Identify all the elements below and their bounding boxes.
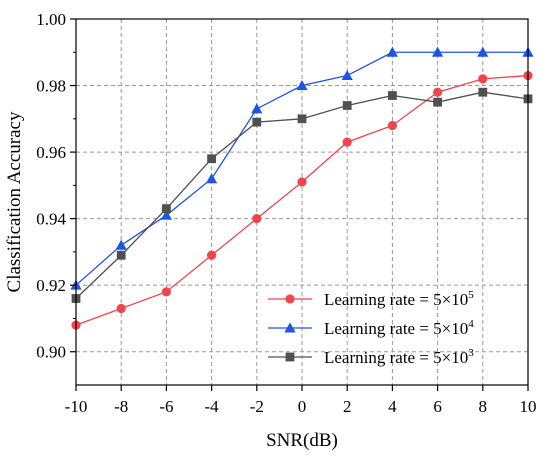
legend-label: Learning rate = 5×104 <box>324 318 474 338</box>
x-tick-label: -6 <box>159 397 173 416</box>
data-point <box>206 173 218 184</box>
data-point <box>478 74 488 84</box>
y-axis-title: Classification Accuracy <box>4 111 25 292</box>
data-point <box>296 79 308 91</box>
y-tick-label: 1.00 <box>36 10 66 29</box>
y-tick-label: 0.94 <box>36 210 66 229</box>
legend-marker <box>285 352 295 362</box>
tick-labels: -10 -8 -6 -4 -2 0 2 4 6 8 10 0.90 0.92 0.94 0.96 0.98 1.… <box>36 10 536 416</box>
data-point <box>432 46 444 57</box>
data-point <box>116 250 126 260</box>
y-tick-label: 0.96 <box>36 143 66 162</box>
data-point <box>341 69 353 81</box>
legend-label-exponent: 3 <box>468 347 474 359</box>
data-point <box>160 209 172 220</box>
ticks <box>70 18 529 391</box>
legend-label: Learning rate = 5×105 <box>324 289 474 309</box>
data-point <box>115 239 127 250</box>
legend-marker <box>285 294 295 304</box>
legend-label: Learning rate = 5×103 <box>324 347 474 367</box>
data-point <box>297 177 307 187</box>
data-point <box>386 46 398 57</box>
legend-marker <box>284 322 296 333</box>
legend-label-text: Learning rate = 5×10 <box>324 348 468 367</box>
data-point <box>252 214 262 224</box>
y-tick-label: 0.92 <box>36 276 66 295</box>
x-axis-title: SNR(dB) <box>266 430 338 451</box>
x-tick-label: 8 <box>479 397 488 416</box>
data-point <box>477 46 489 57</box>
legend-label-text: Learning rate = 5×10 <box>324 319 468 338</box>
x-tick-label: 4 <box>388 397 397 416</box>
data-point <box>252 117 262 127</box>
legend-label-exponent: 5 <box>468 289 474 301</box>
data-point <box>251 103 263 114</box>
data-point <box>162 204 171 214</box>
data-point <box>342 137 352 147</box>
data-point <box>387 120 397 131</box>
legend-label-text: Learning rate = 5×10 <box>324 290 468 309</box>
x-tick-label: 0 <box>298 397 307 416</box>
x-tick-label: -10 <box>65 397 88 416</box>
y-tick-label: 0.98 <box>36 77 66 96</box>
data-point <box>478 87 488 97</box>
data-point <box>161 287 171 297</box>
x-tick-label: -4 <box>205 397 220 416</box>
data-point <box>388 91 397 100</box>
data-point <box>207 154 216 164</box>
legend-label-exponent: 4 <box>468 318 474 330</box>
data-point <box>116 303 126 314</box>
data-point <box>433 87 443 97</box>
x-tick-label: 2 <box>343 397 352 416</box>
x-tick-label: -2 <box>250 397 264 416</box>
data-point <box>297 114 307 124</box>
x-tick-label: 6 <box>433 397 442 416</box>
y-tick-label: 0.90 <box>36 343 66 362</box>
x-tick-label: 10 <box>520 397 537 416</box>
x-tick-label: -8 <box>114 397 128 416</box>
data-point <box>342 101 352 110</box>
data-point <box>207 250 217 260</box>
data-point <box>433 97 442 107</box>
